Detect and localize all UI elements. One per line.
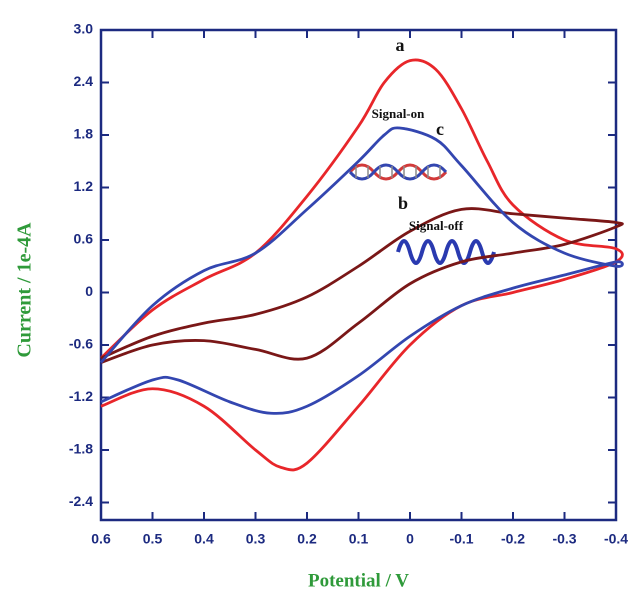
single-strand-icon — [396, 239, 496, 265]
cv-curve — [100, 207, 624, 364]
y-tick-label: -2.4 — [69, 493, 93, 509]
x-tick-label: -0.3 — [552, 531, 576, 547]
y-tick-label: -0.6 — [69, 336, 93, 352]
dna-helix-icon — [348, 163, 448, 181]
x-tick-label: 0.3 — [246, 531, 266, 547]
y-axis-title: Current / 1e-4A — [14, 222, 36, 358]
x-tick-label: 0.1 — [349, 531, 369, 547]
y-tick-label: 2.4 — [74, 73, 94, 89]
y-tick-label: 1.2 — [74, 178, 94, 194]
curve-label: b — [398, 193, 408, 213]
cv-curve — [99, 126, 624, 415]
x-tick-label: 0.2 — [297, 531, 317, 547]
x-tick-label: -0.4 — [604, 531, 628, 547]
y-tick-label: 0 — [85, 283, 93, 299]
curve-label: c — [436, 119, 444, 139]
annotation: Signal-on — [372, 106, 426, 121]
x-tick-label: -0.1 — [449, 531, 473, 547]
y-tick-label: -1.8 — [69, 441, 93, 457]
cv-curve — [100, 58, 624, 472]
x-tick-label: 0 — [406, 531, 414, 547]
y-tick-label: 0.6 — [74, 231, 94, 247]
x-axis-title: Potential / V — [308, 570, 409, 591]
annotation: Signal-off — [409, 218, 464, 233]
x-tick-label: 0.6 — [91, 531, 111, 547]
x-tick-label: 0.5 — [143, 531, 163, 547]
y-tick-label: 3.0 — [74, 21, 94, 37]
x-tick-label: 0.4 — [194, 531, 214, 547]
plot-frame — [99, 28, 618, 522]
curve-label: a — [396, 35, 405, 55]
y-tick-label: -1.2 — [69, 388, 93, 404]
y-tick-label: 1.8 — [74, 126, 94, 142]
x-tick-label: -0.2 — [501, 531, 525, 547]
